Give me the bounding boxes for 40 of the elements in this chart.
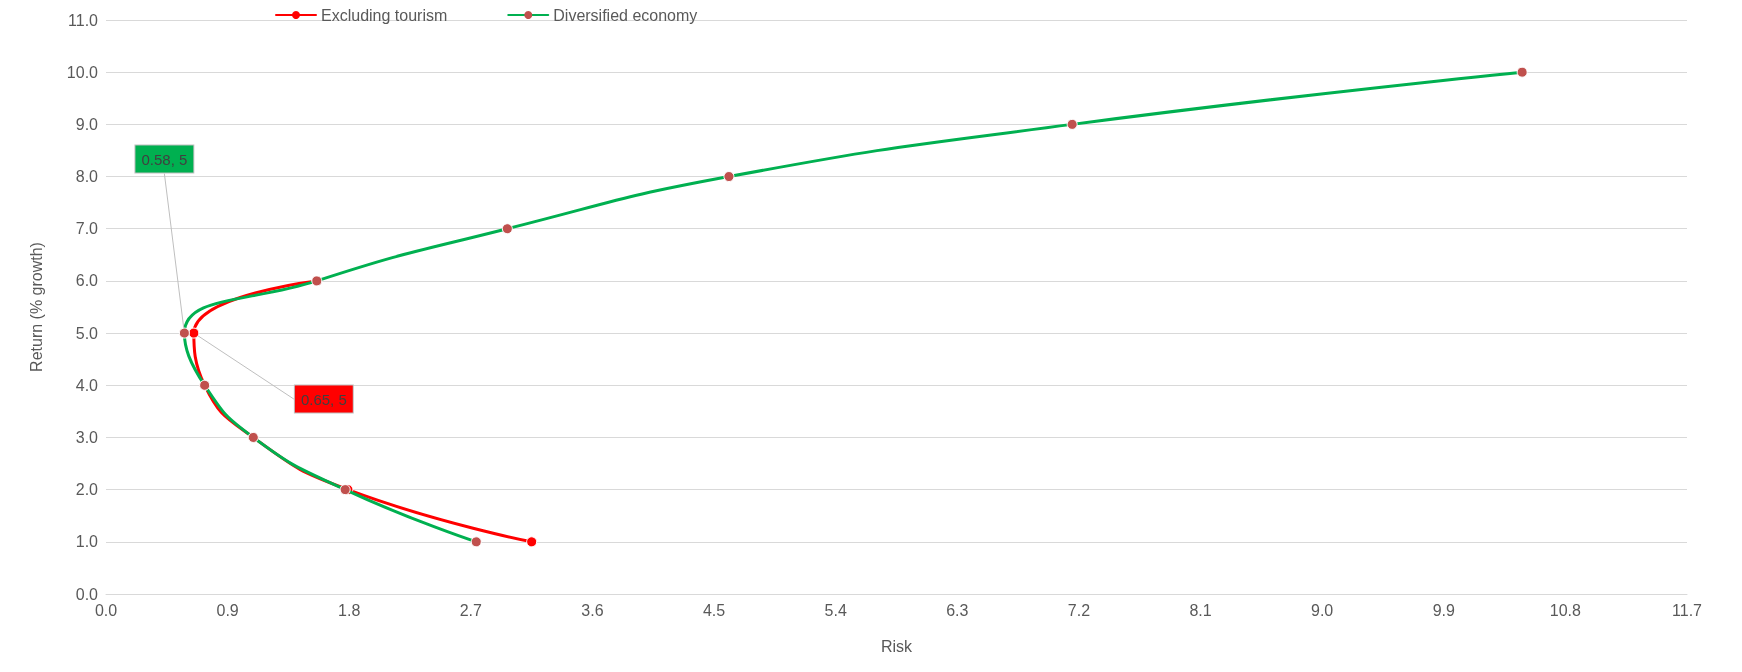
point (501, 223, 513, 235)
y-tick-label: 1.0 (75, 533, 99, 551)
x-tick-label: 10.8 (1549, 601, 1582, 619)
x-tick-label: 1.8 (338, 601, 361, 619)
y-tick-label: 7.0 (75, 220, 99, 238)
y-tick-label: 10.0 (66, 63, 99, 81)
x-tick-label: 4.5 (702, 601, 726, 619)
x-tick-label: 9.0 (1311, 601, 1334, 619)
point (723, 171, 735, 183)
legend-label: Diversified economy (553, 6, 698, 24)
point (1066, 118, 1078, 130)
point (1516, 66, 1528, 78)
x-tick-label: 7.2 (1067, 601, 1091, 619)
y-tick-label: 4.0 (75, 376, 99, 394)
point (188, 327, 200, 339)
legend-label: Excluding tourism (321, 6, 448, 24)
y-tick-label: 9.0 (75, 115, 99, 133)
y-tick-label: 2.0 (75, 481, 99, 499)
x-tick-label: 8.1 (1189, 601, 1212, 619)
x-tick-label: 5.4 (824, 601, 847, 619)
x-tick-label: 0.0 (94, 601, 118, 619)
x-tick-label: 6.3 (946, 601, 969, 619)
y-tick-label: 5.0 (75, 324, 99, 342)
y-tick-label: 3.0 (75, 428, 99, 446)
x-tick-label: 0.9 (216, 601, 239, 619)
y-axis-title: Return (% growth) (27, 242, 45, 372)
annotation: 0.58, 5 (141, 150, 188, 168)
y-tick-label: 8.0 (75, 168, 99, 186)
x-tick-label: 2.7 (459, 601, 483, 619)
point (526, 536, 538, 548)
y-tick-label: 0.0 (75, 585, 99, 603)
point (178, 327, 190, 339)
x-tick-label: 11.7 (1672, 601, 1703, 619)
y-tick-label: 11.0 (68, 11, 99, 29)
y-tick-label: 6.0 (75, 272, 99, 290)
x-tick-label: 3.6 (581, 601, 604, 619)
point (470, 536, 482, 548)
x-tick-label: 9.9 (1432, 601, 1455, 619)
x-axis-title: Risk (880, 637, 914, 655)
annotation: 0.65, 5 (300, 390, 347, 408)
